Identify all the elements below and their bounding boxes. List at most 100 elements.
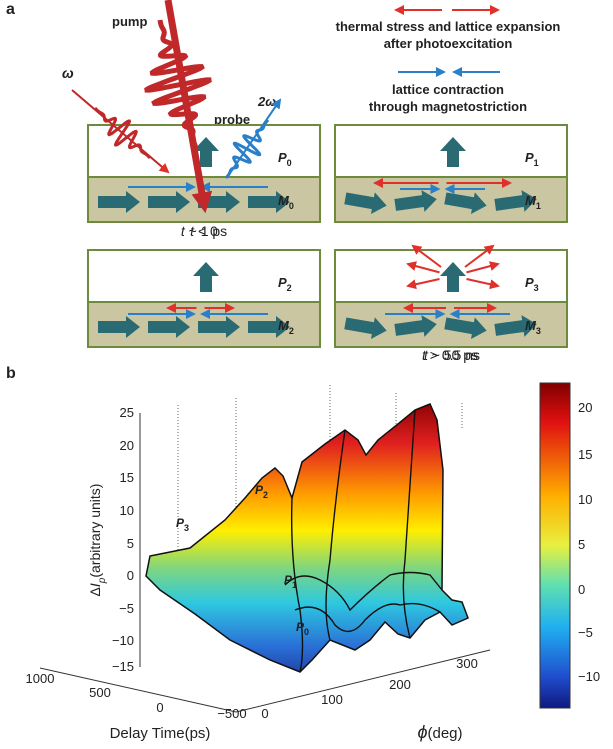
polarization-arrow (193, 137, 219, 167)
caption-rest: ~ 1 ps (185, 223, 227, 239)
axis-title-part: (deg) (427, 725, 462, 742)
p-label: P3 (525, 275, 539, 293)
strain-arrow (406, 278, 440, 290)
caption-var: t (422, 347, 427, 363)
phi-tick-label: 300 (456, 656, 478, 671)
caption-var: t (190, 223, 195, 239)
m-label-symbol: M (525, 193, 537, 208)
p-label-symbol: P (525, 150, 534, 165)
p-label-symbol: P (278, 275, 287, 290)
beam-label: pump (112, 14, 147, 29)
surface-label: P2 (255, 483, 268, 500)
axis-title-part: Δ (87, 587, 103, 596)
m-label-sub: 3 (536, 326, 541, 336)
m-label-symbol: M (278, 193, 290, 208)
caption: t < 0 (190, 223, 218, 239)
axis-title: ΔIp(arbitrary units) (87, 484, 108, 597)
spin-arrow (98, 316, 140, 338)
beam-label: probe (214, 112, 250, 127)
caption: t ~ 1 ps (181, 223, 227, 239)
colorbar-tick-label: 10 (578, 492, 592, 507)
strain-arrow (406, 261, 440, 274)
beams (71, 0, 282, 214)
p-label-symbol: P (278, 150, 287, 165)
z-tick-label: −10 (112, 633, 134, 648)
p-label-symbol: P (525, 275, 534, 290)
spin-arrow (394, 315, 437, 337)
phi-tick-label: 200 (389, 677, 411, 692)
beam (164, 0, 213, 214)
m-label-sub: 1 (536, 201, 541, 211)
surface-label-sub: 1 (292, 580, 297, 590)
strain-arrow (466, 261, 500, 274)
beam-label: 2ω (257, 94, 276, 109)
phi-tick-label: 100 (321, 692, 343, 707)
surface-ridges (284, 409, 443, 673)
z-tick-label: 20 (120, 438, 134, 453)
m-label: M0 (278, 193, 294, 211)
axis-title-part: I (87, 583, 103, 587)
spin-arrow (98, 191, 140, 213)
colorbar-tick-label: 15 (578, 447, 592, 462)
caption: t > 0.5 ns (422, 347, 480, 363)
z-tick-label: 25 (120, 405, 134, 420)
caption-var: t (181, 223, 186, 239)
beam (71, 89, 170, 174)
spin-arrow (148, 316, 190, 338)
p-label: P0 (278, 150, 292, 168)
m-label-symbol: M (278, 318, 290, 333)
surface-label-symbol: P (255, 483, 264, 497)
spin-arrow (344, 317, 387, 340)
spin-arrow (248, 191, 290, 213)
z-tick-label: 5 (127, 536, 134, 551)
spin-arrow (444, 192, 487, 215)
surface-label-symbol: P (296, 620, 305, 634)
strain-arrow (411, 244, 442, 268)
delay-tick-label: 0 (156, 700, 163, 715)
z-tick-label: −5 (119, 601, 134, 616)
legend-text: thermal stress and lattice expansion (336, 19, 561, 34)
panel-label: b (6, 365, 16, 382)
p-label-sub: 3 (534, 283, 539, 293)
m-label-sub: 2 (289, 326, 294, 336)
wave-packet (224, 119, 270, 179)
spin-arrow (148, 191, 190, 213)
phi-tick-label: 0 (261, 706, 268, 721)
axis-title-part: (arbitrary units) (87, 484, 103, 578)
p-label: P1 (525, 150, 539, 168)
legend-text: after photoexcitation (384, 36, 513, 51)
spin-arrow (494, 190, 537, 212)
m-label: M3 (525, 318, 541, 336)
axis-title-part: ϕ (417, 722, 427, 742)
axis-line (39, 667, 237, 713)
strain-arrow (466, 278, 500, 290)
diagram-boxes (87, 124, 568, 348)
delay-tick-label: 500 (89, 685, 111, 700)
p-label-sub: 1 (534, 158, 539, 168)
spin-arrow (444, 317, 487, 340)
spin-arrow (344, 192, 387, 215)
p-label-sub: 2 (287, 283, 292, 293)
beam-label: ω (62, 65, 74, 81)
caption-var: t (424, 347, 429, 363)
axis-title: ϕ(deg) (417, 722, 462, 742)
spin-arrow (494, 315, 537, 337)
z-tick-label: 15 (120, 470, 134, 485)
surface-label: P3 (176, 516, 189, 533)
wave-packet (144, 19, 212, 151)
spin-arrow (248, 316, 290, 338)
plot-3d (39, 385, 491, 713)
surface-label-sub: 0 (304, 627, 309, 637)
z-tick-label: 0 (127, 568, 134, 583)
surface-label-symbol: P (284, 573, 293, 587)
m-label: M1 (525, 193, 541, 211)
surface-label: P0 (296, 620, 309, 637)
m-label-sub: 0 (289, 201, 294, 211)
axis-line (235, 649, 491, 713)
colorbar-tick-label: 5 (578, 537, 585, 552)
p-label-sub: 0 (287, 158, 292, 168)
polarization-arrow (440, 137, 466, 167)
legend-text: lattice contraction (392, 82, 504, 97)
colorbar (539, 382, 571, 709)
